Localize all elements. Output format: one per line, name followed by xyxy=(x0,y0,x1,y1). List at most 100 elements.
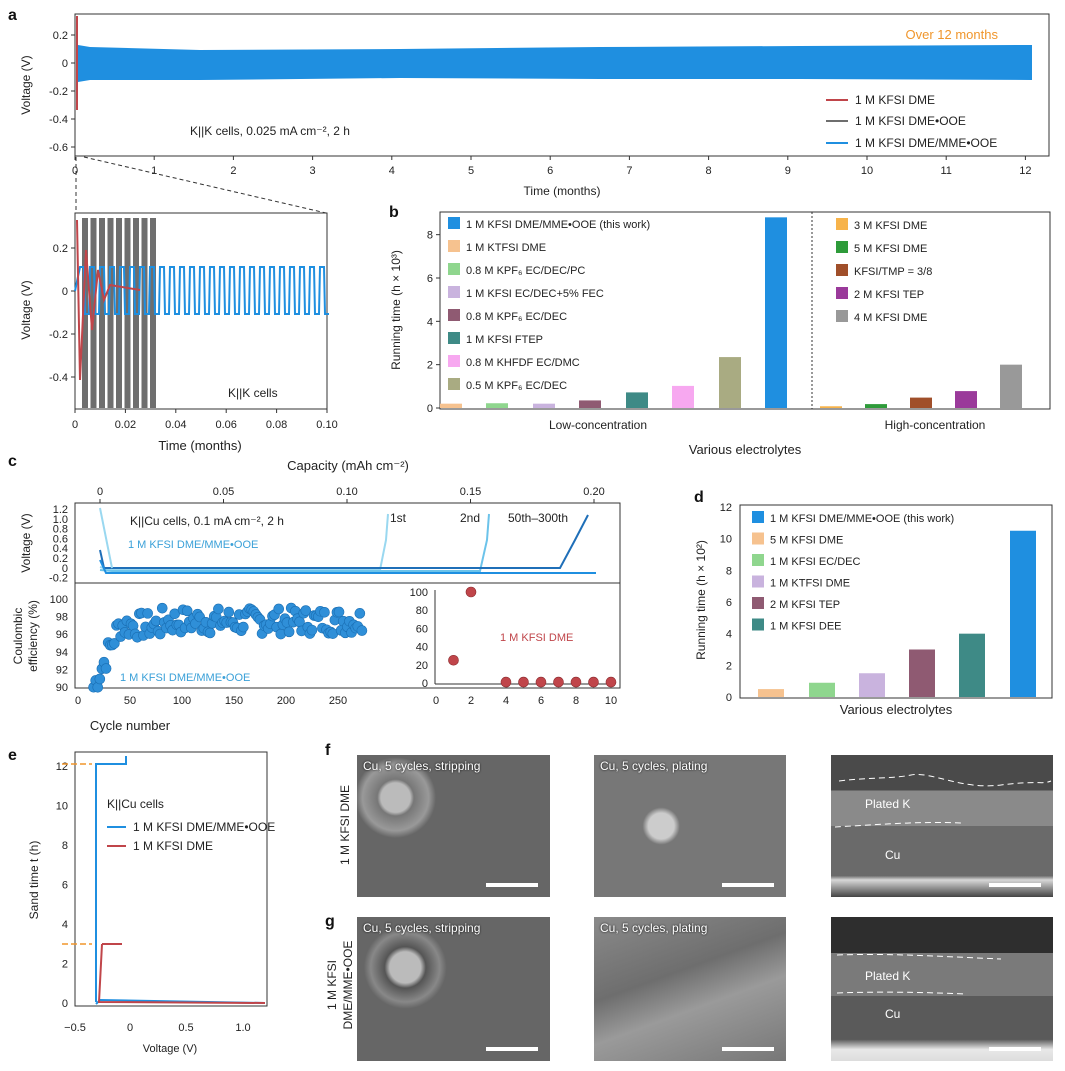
tick-label: 0.10 xyxy=(336,486,357,498)
panel-c-v-yticks: 1.21.00.80.60.40.20-0.2 xyxy=(49,504,68,585)
ce-point-dme xyxy=(535,676,547,688)
panel-c-ce-ticks: 100 98 96 94 92 90 0 50 100 150 200 250 xyxy=(50,594,348,707)
legend-item: 1 M KFSI DEE xyxy=(770,621,842,633)
tick-label: 10 xyxy=(605,695,617,707)
bar xyxy=(909,649,935,697)
layer-label-cu: Cu xyxy=(885,1007,901,1021)
sem-image-g-stripping: Cu, 5 cycles, stripping xyxy=(357,917,550,1061)
legend-item: 1 M KFSI DME/MME•OOE xyxy=(855,136,997,150)
tick-label: 8 xyxy=(726,565,732,577)
ce-point xyxy=(109,638,120,649)
legend-swatch xyxy=(448,240,460,252)
panel-label-g: g xyxy=(325,913,335,930)
tick-label: 0 xyxy=(127,1022,133,1034)
tick-label: -0.4 xyxy=(49,114,68,126)
layer-label-cu: Cu xyxy=(885,848,901,862)
panel-c-inset: 100 80 60 40 20 00 2 4 6 8 10 xyxy=(410,586,617,707)
bar xyxy=(959,633,985,697)
legend-item: 1 M KFSI FTEP xyxy=(466,334,543,346)
sem-caption: Cu, 5 cycles, plating xyxy=(600,759,708,773)
tick-label: -0.2 xyxy=(49,329,68,341)
panel-label-d: d xyxy=(694,489,704,506)
tick-label: 0.6 xyxy=(53,533,68,545)
legend-swatch xyxy=(448,217,460,229)
tick-label: 92 xyxy=(56,664,68,676)
layer-label-plated: Plated K xyxy=(865,969,911,983)
tick-label: 0.2 xyxy=(53,30,68,42)
tick-label: 7 xyxy=(626,165,632,177)
tick-label: 3 xyxy=(310,165,316,177)
tick-label: 1.0 xyxy=(235,1022,250,1034)
row-label-g-2: DME/MME•OOE xyxy=(341,941,355,1030)
tick-label: 2 xyxy=(62,959,68,971)
legend-item: 1 M KFSI DME/MME•OOE (this work) xyxy=(466,219,650,231)
tick-label: 0.06 xyxy=(215,419,236,431)
panel-c-ce-series-label: 1 M KFSI DME/MME•OOE xyxy=(120,672,250,684)
inset-ticks: 0 0.02 0.04 0.06 0.08 0.10 0.2 0 -0.2 -0.4 xyxy=(49,243,338,431)
blue-wave xyxy=(74,266,329,315)
tick-label: 12 xyxy=(56,761,68,773)
legend-item: 2 M KFSI TEP xyxy=(854,289,924,301)
legend-item: 1 M KFSI DME/MME•OOE (this work) xyxy=(770,513,954,525)
ce-point xyxy=(181,605,193,617)
legend-swatch xyxy=(752,575,764,588)
tick-label: 5 xyxy=(468,165,474,177)
sem-caption: Cu, 5 cycles, stripping xyxy=(363,921,481,935)
tick-label: 94 xyxy=(56,647,68,659)
tick-label: -0.4 xyxy=(49,372,68,384)
legend-swatch xyxy=(448,286,460,298)
bar xyxy=(809,682,835,697)
tick-label: 0 xyxy=(72,419,78,431)
legend-swatch xyxy=(448,355,460,367)
ce-point xyxy=(300,605,312,616)
panel-e-xlabel: Voltage (V) xyxy=(143,1043,197,1055)
tick-label: 0 xyxy=(726,692,732,704)
panel-d-frame xyxy=(739,504,1053,699)
panel-d-ylabel: Running time (h × 10²) xyxy=(694,540,708,660)
ce-point xyxy=(356,625,368,636)
ce-point xyxy=(333,606,345,618)
legend-swatch xyxy=(448,332,460,344)
panel-b-xlabel: Various electrolytes xyxy=(689,442,802,457)
ce-point xyxy=(142,608,153,619)
tick-label: 0 xyxy=(422,678,428,690)
tick-label: 250 xyxy=(329,695,347,707)
panel-b-yticks: 0 2 4 6 8 xyxy=(427,230,440,415)
inset-frame xyxy=(74,212,328,410)
inset-ylabel: Voltage (V) xyxy=(19,280,33,339)
panel-a-condition: K||K cells, 0.025 mA cm⁻², 2 h xyxy=(190,124,350,138)
legend-swatch xyxy=(752,532,764,545)
tick-label: 2 xyxy=(726,660,732,672)
inset-condition: K||K cells xyxy=(228,386,278,400)
legend-swatch xyxy=(752,554,764,566)
legend-swatch xyxy=(836,264,848,276)
tick-label: 0.15 xyxy=(460,486,481,498)
tick-label: 8 xyxy=(62,840,68,852)
legend-item: 0.5 M KPF₆ EC/DEC xyxy=(466,380,567,392)
tick-label: 96 xyxy=(56,629,68,641)
tick-label: 100 xyxy=(410,587,428,599)
tick-label: 2 xyxy=(468,695,474,707)
sem-caption: Cu, 5 cycles, plating xyxy=(600,921,708,935)
tick-label: 2 xyxy=(427,360,433,372)
ce-point xyxy=(273,603,285,615)
legend-swatch xyxy=(836,310,848,322)
legend-item: 1 M KFSI DME•OOE xyxy=(855,114,966,128)
ce-point-dme xyxy=(518,676,529,688)
tick-label: 0.08 xyxy=(266,419,287,431)
tick-label: 4 xyxy=(726,629,732,641)
panel-e-title: K||Cu cells xyxy=(107,797,164,811)
legend-item: 1 M KFSI EC/DEC xyxy=(770,556,861,568)
tick-label: 0.8 xyxy=(53,524,68,536)
sem-image-g-cross-section: Plated K Cu xyxy=(831,917,1053,1061)
sem-caption: Cu, 5 cycles, stripping xyxy=(363,759,481,773)
tick-label: 10 xyxy=(56,801,68,813)
tick-label: 98 xyxy=(56,612,68,624)
ce-point-dme xyxy=(500,676,512,688)
legend-item: 1 M KTFSI DME xyxy=(466,242,546,254)
sem-image-g-plating: Cu, 5 cycles, plating xyxy=(594,917,786,1061)
tick-label: 11 xyxy=(940,165,951,177)
ce-point xyxy=(319,606,330,618)
panel-a-legend: 1 M KFSI DME 1 M KFSI DME•OOE 1 M KFSI D… xyxy=(826,93,997,150)
tick-label: 8 xyxy=(573,695,579,707)
